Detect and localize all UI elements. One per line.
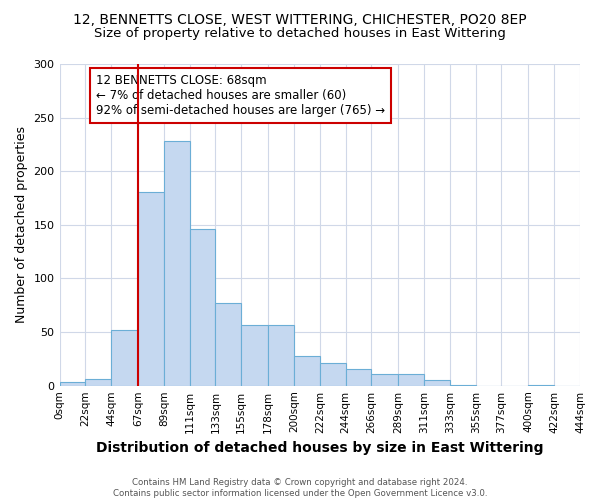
Bar [346,368,371,386]
Y-axis label: Number of detached properties: Number of detached properties [15,126,28,324]
Bar [268,324,294,386]
Text: Contains HM Land Registry data © Crown copyright and database right 2024.
Contai: Contains HM Land Registry data © Crown c… [113,478,487,498]
Bar [111,330,138,386]
Bar [450,384,476,386]
Bar [529,384,554,386]
Bar [424,380,450,386]
Bar [371,374,398,386]
Bar [59,382,85,386]
Bar [85,379,111,386]
Bar [241,324,268,386]
Bar [164,141,190,386]
Bar [320,363,346,386]
Text: 12, BENNETTS CLOSE, WEST WITTERING, CHICHESTER, PO20 8EP: 12, BENNETTS CLOSE, WEST WITTERING, CHIC… [73,12,527,26]
Bar [215,303,241,386]
Text: 12 BENNETTS CLOSE: 68sqm
← 7% of detached houses are smaller (60)
92% of semi-de: 12 BENNETTS CLOSE: 68sqm ← 7% of detache… [96,74,385,116]
Bar [294,356,320,386]
Bar [190,229,215,386]
Text: Size of property relative to detached houses in East Wittering: Size of property relative to detached ho… [94,28,506,40]
X-axis label: Distribution of detached houses by size in East Wittering: Distribution of detached houses by size … [96,441,544,455]
Bar [138,192,164,386]
Bar [398,374,424,386]
